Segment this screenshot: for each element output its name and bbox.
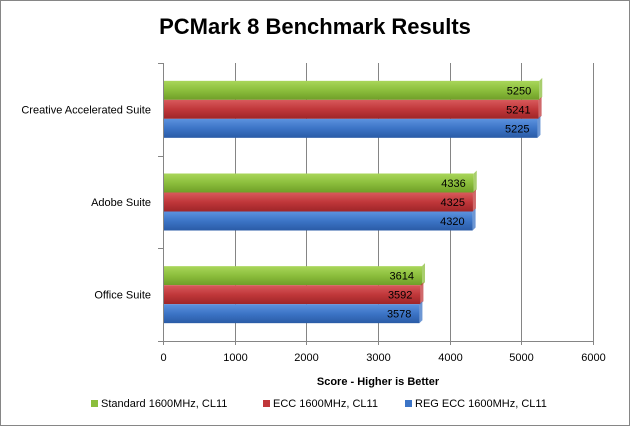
x-tick-label: 5000: [509, 352, 533, 364]
legend-item: ECC 1600MHz, CL11: [263, 398, 378, 410]
legend-item: Standard 1600MHz, CL11: [91, 398, 227, 410]
data-label: 4320: [440, 216, 464, 228]
x-tick-label: 2000: [294, 352, 318, 364]
data-label: 5250: [507, 85, 531, 97]
legend-swatch: [263, 400, 270, 407]
bar-side: [472, 208, 476, 231]
x-axis-label: Score - Higher is Better: [317, 376, 440, 388]
x-tick-label: 6000: [581, 352, 605, 364]
data-label: 3578: [387, 309, 411, 321]
legend-swatch: [405, 400, 412, 407]
legend-label: REG ECC 1600MHz, CL11: [415, 398, 547, 410]
y-category-label: Creative Accelerated Suite: [21, 104, 151, 116]
data-label: 3614: [390, 271, 414, 283]
bar: [164, 304, 420, 324]
bar: [164, 285, 421, 305]
data-label: 3592: [388, 290, 412, 302]
x-tick-label: 4000: [438, 352, 462, 364]
bar: [164, 118, 538, 138]
y-category-label: Office Suite: [94, 290, 151, 302]
legend-label: ECC 1600MHz, CL11: [273, 398, 378, 410]
bar: [164, 192, 473, 212]
bar-side: [422, 263, 426, 286]
bar-side: [537, 115, 541, 138]
bar: [164, 80, 540, 100]
data-label: 5241: [506, 104, 530, 116]
x-tick-label: 3000: [366, 352, 390, 364]
bar-side: [419, 301, 423, 324]
data-label: 5225: [505, 123, 529, 135]
data-label: 4336: [441, 178, 465, 190]
bar: [164, 266, 423, 286]
legend-item: REG ECC 1600MHz, CL11: [405, 398, 547, 410]
x-tick-label: 1000: [223, 352, 247, 364]
bar-side: [420, 282, 424, 305]
legend-label: Standard 1600MHz, CL11: [101, 398, 227, 410]
y-category-label: Adobe Suite: [91, 197, 151, 209]
chart-title: PCMark 8 Benchmark Results: [159, 14, 471, 39]
bar-side: [538, 96, 542, 119]
legend-swatch: [91, 400, 98, 407]
bar: [164, 99, 539, 119]
bar: [164, 211, 473, 231]
x-tick-label: 0: [160, 352, 166, 364]
bar-side: [473, 170, 477, 193]
bar-side: [539, 77, 543, 100]
data-label: 4325: [440, 197, 464, 209]
bar: [164, 173, 474, 193]
bar-side: [472, 189, 476, 212]
